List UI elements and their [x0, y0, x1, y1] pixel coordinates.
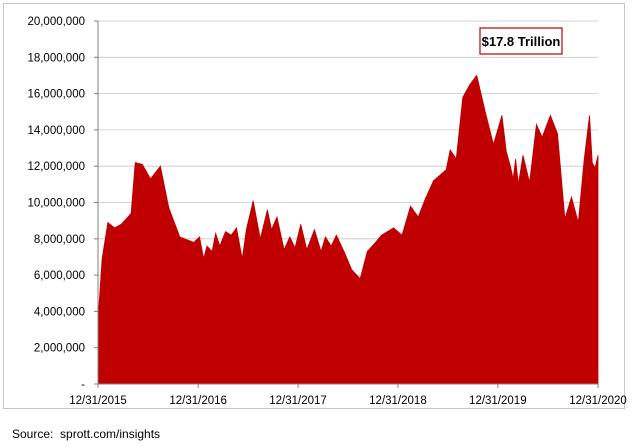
- x-tick-label: 12/31/2015: [69, 395, 127, 407]
- y-tick-label: 18,000,000: [27, 52, 85, 64]
- x-tick-label: 12/31/2017: [269, 395, 327, 407]
- annotation-box: [479, 27, 563, 55]
- y-tick-label: 10,000,000: [27, 198, 85, 210]
- y-axis-ticks: - 2,000,000 4,000,000 6,000,000 8,000,000 10,…: [27, 16, 98, 391]
- y-tick-label: 6,000,000: [34, 270, 85, 282]
- annotation-label: $17.8 Trillion: [482, 34, 561, 49]
- y-tick-label: 14,000,000: [27, 125, 85, 137]
- y-tick-label: -: [81, 379, 85, 391]
- annotation: $17.8 Trillion: [479, 27, 563, 55]
- data-area: [97, 74, 599, 385]
- x-tick-label: 12/31/2016: [169, 395, 227, 407]
- x-tick-label: 12/31/2019: [469, 395, 527, 407]
- x-axis-ticks: 12/31/2015 12/31/2016 12/31/2017 12/31/2018…: [69, 384, 627, 407]
- x-tick-label: 12/31/2020: [569, 395, 627, 407]
- series-area: [97, 74, 599, 385]
- y-tick-label: 20,000,000: [27, 16, 85, 28]
- x-tick-label: 12/31/2018: [369, 395, 427, 407]
- y-tick-label: 16,000,000: [27, 89, 85, 101]
- y-tick-label: 2,000,000: [34, 343, 85, 355]
- y-tick-label: 8,000,000: [34, 234, 85, 246]
- y-tick-label: 4,000,000: [34, 306, 85, 318]
- source-caption: Source: sprott.com/insights: [12, 427, 161, 441]
- y-tick-label: 12,000,000: [27, 161, 85, 173]
